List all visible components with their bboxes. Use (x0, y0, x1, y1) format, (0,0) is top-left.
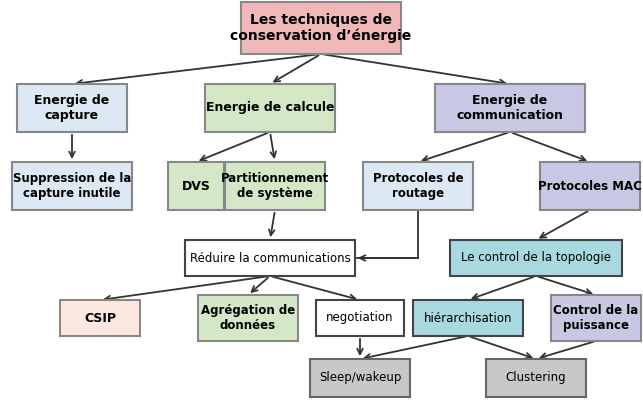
Text: Protocoles MAC: Protocoles MAC (538, 180, 642, 192)
Text: Agrégation de
données: Agrégation de données (201, 304, 295, 332)
Text: Réduire la communications: Réduire la communications (190, 252, 350, 264)
FancyBboxPatch shape (185, 240, 355, 276)
Text: Protocoles de
routage: Protocoles de routage (373, 172, 464, 200)
FancyBboxPatch shape (450, 240, 622, 276)
FancyBboxPatch shape (316, 300, 404, 336)
Text: DVS: DVS (181, 180, 210, 192)
Text: Le control de la topologie: Le control de la topologie (461, 252, 611, 264)
FancyBboxPatch shape (413, 300, 523, 336)
Text: hiérarchisation: hiérarchisation (424, 312, 512, 324)
FancyBboxPatch shape (551, 295, 641, 341)
Text: Les techniques de
conservation d’énergie: Les techniques de conservation d’énergie (230, 13, 412, 43)
Text: Partitionnement
de système: Partitionnement de système (221, 172, 329, 200)
FancyBboxPatch shape (486, 359, 586, 397)
Text: Energie de calcule: Energie de calcule (206, 102, 334, 114)
Text: Energie de
capture: Energie de capture (34, 94, 109, 122)
Text: Suppression de la
capture inutile: Suppression de la capture inutile (13, 172, 131, 200)
FancyBboxPatch shape (241, 2, 401, 54)
FancyBboxPatch shape (168, 162, 224, 210)
Text: negotiation: negotiation (326, 312, 394, 324)
FancyBboxPatch shape (60, 300, 140, 336)
Text: Energie de
communication: Energie de communication (457, 94, 563, 122)
FancyBboxPatch shape (435, 84, 585, 132)
FancyBboxPatch shape (12, 162, 132, 210)
FancyBboxPatch shape (363, 162, 473, 210)
Text: Clustering: Clustering (505, 372, 566, 384)
FancyBboxPatch shape (310, 359, 410, 397)
FancyBboxPatch shape (17, 84, 127, 132)
FancyBboxPatch shape (205, 84, 335, 132)
FancyBboxPatch shape (198, 295, 298, 341)
Text: Sleep/wakeup: Sleep/wakeup (319, 372, 401, 384)
Text: Control de la
puissance: Control de la puissance (554, 304, 638, 332)
FancyBboxPatch shape (225, 162, 325, 210)
FancyBboxPatch shape (540, 162, 640, 210)
Text: CSIP: CSIP (84, 312, 116, 324)
